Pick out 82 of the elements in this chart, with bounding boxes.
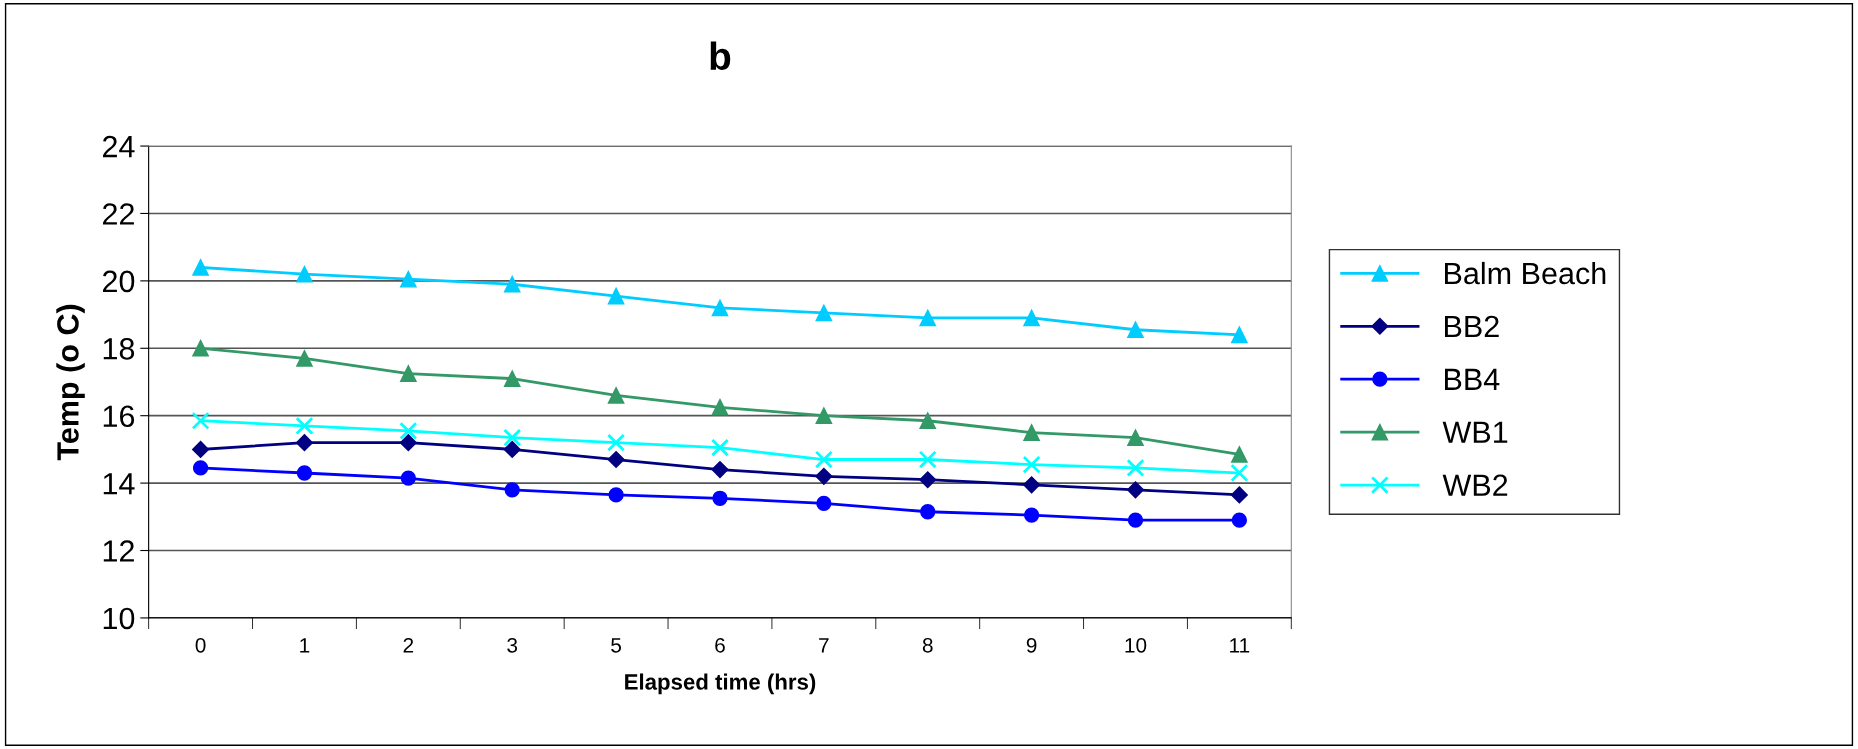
point	[607, 287, 625, 305]
point	[1127, 321, 1144, 339]
x-tick-label: 9	[1026, 637, 1037, 653]
legend-label: BB2	[1445, 315, 1499, 337]
point	[608, 487, 624, 503]
point	[1023, 476, 1041, 494]
x-axis-title: Elapsed time (hrs)	[625, 673, 816, 695]
point	[295, 434, 314, 452]
y-tick-label: 16	[103, 405, 135, 428]
y-tick-label: 24	[103, 135, 135, 158]
point	[919, 309, 937, 327]
y-tick-label: 12	[103, 540, 134, 562]
point	[1023, 309, 1040, 327]
point	[1126, 481, 1145, 499]
point	[192, 339, 209, 357]
point	[503, 370, 521, 387]
point	[814, 450, 833, 469]
point	[1126, 458, 1145, 477]
point	[503, 440, 521, 458]
point	[607, 433, 626, 452]
x-tick-label: 7	[819, 638, 829, 653]
point	[711, 299, 729, 317]
point	[1127, 512, 1144, 528]
point	[1231, 512, 1248, 528]
point	[192, 440, 210, 458]
legend-label: BB4	[1445, 368, 1500, 390]
point	[192, 460, 209, 476]
point	[400, 365, 417, 382]
point	[816, 495, 832, 511]
point	[296, 465, 313, 481]
x-tick-label: 5	[611, 638, 622, 653]
point	[1230, 486, 1248, 504]
point	[815, 467, 833, 485]
point	[712, 490, 728, 506]
y-tick-label: 20	[103, 270, 135, 293]
point	[399, 421, 418, 440]
point	[399, 434, 417, 452]
point	[1022, 455, 1041, 474]
legend-label: WB2	[1442, 474, 1508, 496]
point	[607, 387, 625, 404]
x-tick-label: 2	[403, 637, 414, 653]
point	[920, 504, 936, 520]
point	[1127, 429, 1144, 446]
point	[1231, 326, 1248, 344]
point	[191, 411, 210, 430]
point	[503, 428, 522, 447]
point	[192, 259, 209, 276]
point	[504, 482, 520, 498]
point	[711, 461, 729, 479]
x-tick-label: 11	[1230, 638, 1250, 653]
point	[711, 398, 729, 416]
point	[710, 438, 729, 457]
point	[295, 416, 314, 435]
point	[918, 450, 937, 469]
legend-label: Balm Beach	[1445, 261, 1606, 285]
point	[400, 470, 416, 486]
point	[815, 304, 833, 322]
x-tick-label: 0	[195, 637, 206, 653]
point	[503, 275, 521, 293]
point	[296, 265, 313, 283]
x-tick-label: 6	[715, 637, 725, 653]
y-tick-label: 10	[103, 607, 135, 630]
point	[919, 412, 937, 430]
x-tick-label: 3	[507, 637, 518, 653]
x-tick-label: 8	[922, 637, 933, 653]
point	[1023, 507, 1040, 523]
point	[1230, 463, 1249, 483]
point	[1231, 446, 1248, 463]
point	[296, 350, 313, 367]
y-tick-label: 18	[103, 338, 135, 360]
point	[1023, 424, 1040, 441]
point	[400, 270, 417, 288]
point	[815, 407, 833, 425]
point	[919, 471, 937, 489]
y-tick-label: 22	[103, 203, 134, 225]
point	[607, 450, 625, 469]
chart-title: b	[710, 41, 731, 71]
legend-label: WB1	[1442, 421, 1508, 443]
x-tick-label: 10	[1125, 637, 1147, 653]
y-axis-title: Temp (o C)	[56, 304, 85, 461]
y-tick-label: 14	[103, 473, 135, 495]
x-tick-label: 1	[300, 638, 310, 653]
